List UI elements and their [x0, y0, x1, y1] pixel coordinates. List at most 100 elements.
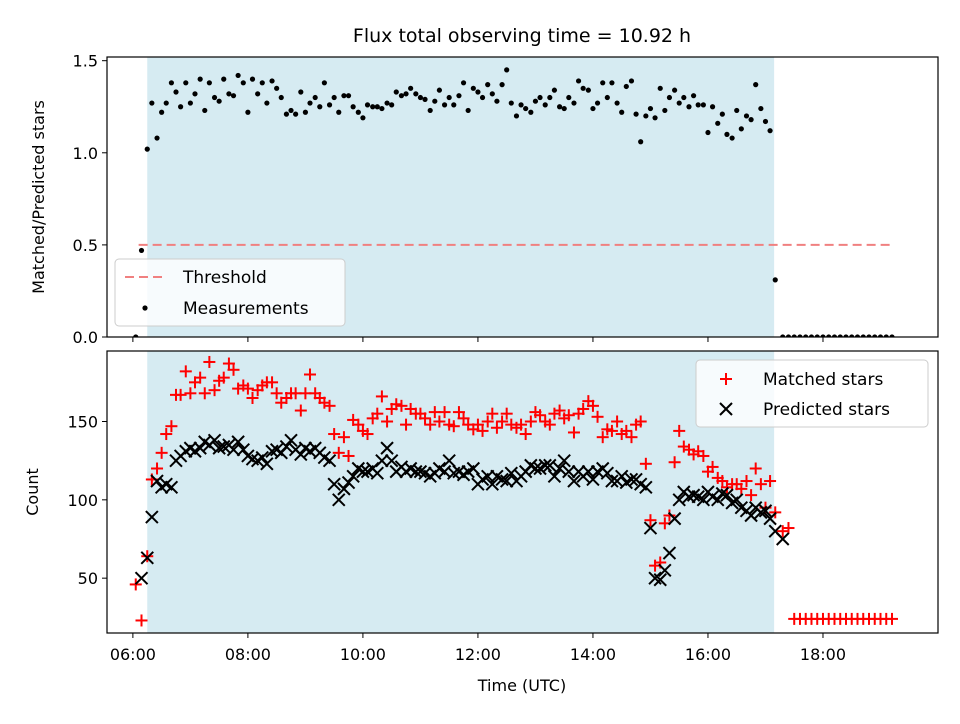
top-y-axis-label: Matched/Predicted stars	[29, 100, 48, 294]
matched-star-point	[782, 522, 795, 535]
measurement-point	[264, 100, 270, 106]
predicted-star-point	[356, 464, 370, 479]
measurement-point	[331, 94, 337, 101]
predicted-star-point	[134, 571, 149, 585]
predicted-star-point	[466, 461, 481, 476]
measurement-point	[321, 80, 327, 86]
measurement-point	[594, 100, 601, 106]
measurement-point	[600, 80, 606, 86]
measurement-point	[866, 334, 872, 337]
predicted-star-point	[145, 510, 159, 524]
predicted-star-point	[413, 464, 428, 479]
measurement-point	[854, 334, 861, 337]
measurement-point	[700, 102, 706, 108]
measurement-point	[360, 115, 366, 121]
matched-star-point	[266, 376, 279, 389]
measurement-point	[427, 107, 433, 114]
measurement-point	[192, 91, 198, 97]
measurement-point	[485, 82, 491, 88]
measurement-point	[843, 334, 849, 337]
measurement-point	[528, 109, 534, 115]
matched-star-point	[668, 456, 681, 469]
bottom-axes-frame	[106, 350, 939, 634]
matched-star-point	[361, 428, 374, 441]
matched-star-point	[194, 371, 207, 384]
measurement-point	[566, 94, 572, 101]
legend-measurements-swatch	[142, 305, 148, 311]
matched-star-point	[534, 409, 547, 422]
bottom-y-axis-label: Count	[23, 468, 42, 516]
matched-star-point	[596, 431, 609, 444]
matched-star-point	[375, 390, 388, 403]
measurement-point	[465, 107, 471, 114]
matched-star-point	[352, 418, 365, 431]
measurement-point	[133, 334, 139, 337]
measurement-point	[479, 94, 486, 101]
measurement-point	[245, 109, 251, 115]
chart-title: Flux total observing time = 10.92 h	[353, 25, 691, 47]
measurement-point	[709, 104, 716, 110]
matched-star-point	[184, 387, 197, 400]
legend-threshold-label: Threshold	[182, 268, 267, 288]
predicted-star-point	[605, 474, 619, 488]
predicted-star-point	[538, 458, 552, 473]
predicted-star-point	[341, 475, 356, 490]
matched-star-point	[328, 428, 341, 441]
predicted-star-point	[322, 453, 337, 468]
matched-star-point	[294, 404, 307, 417]
measurement-point	[436, 87, 442, 93]
measurement-point	[221, 76, 227, 82]
matched-star-point	[486, 407, 499, 420]
measurement-point	[681, 94, 687, 101]
predicted-star-point	[231, 435, 245, 449]
measurement-point	[666, 94, 673, 101]
matched-star-point	[735, 482, 748, 495]
measurement-point	[255, 91, 261, 97]
matched-star-point	[304, 368, 317, 381]
measurement-point	[580, 85, 586, 91]
matched-star-point	[141, 550, 154, 563]
matched-star-point	[457, 412, 470, 425]
matched-star-point	[342, 449, 355, 462]
measurement-point	[715, 120, 721, 126]
matched-star-point	[471, 418, 484, 431]
measurement-point	[226, 91, 232, 97]
matched-star-point	[424, 418, 437, 431]
measurement-point	[389, 102, 395, 108]
measurement-point	[729, 135, 735, 141]
matched-star-point	[135, 614, 148, 627]
measurement-point	[341, 93, 347, 99]
measurement-point	[762, 118, 769, 125]
measurement-point	[183, 80, 189, 86]
matched-star-point	[165, 420, 178, 433]
predicted-star-point	[528, 461, 543, 476]
measurement-point	[370, 104, 376, 110]
measurement-point	[513, 113, 520, 119]
predicted-star-point	[720, 488, 734, 502]
measurement-point	[364, 102, 371, 108]
measurement-point	[230, 93, 237, 99]
matched-star-point	[481, 415, 494, 428]
measurement-point	[542, 102, 548, 108]
measurement-point	[173, 89, 179, 95]
x-tick-label: 10:00	[340, 645, 386, 664]
predicted-star-point	[567, 474, 581, 488]
measurement-point	[202, 107, 208, 114]
matched-star-point	[625, 431, 638, 444]
matched-star-point	[447, 420, 460, 433]
predicted-star-point	[711, 493, 725, 507]
measurement-point	[163, 100, 169, 106]
top-y-tick-label: 1.0	[73, 144, 98, 163]
top-legend: Threshold Measurements	[114, 258, 346, 327]
measurement-point	[883, 334, 889, 337]
measurement-point	[690, 93, 697, 99]
bottom-panel: 50 100 150 06:00 08:00 10:00 12:00 14:00 16:00 18…	[23, 350, 939, 695]
predicted-star-point	[600, 466, 615, 480]
measurement-point	[441, 102, 448, 108]
matched-star-point	[217, 371, 230, 384]
measurement-point	[456, 93, 462, 99]
measurement-point	[494, 98, 500, 104]
predicted-star-point	[327, 477, 341, 491]
measurement-point	[826, 334, 832, 337]
